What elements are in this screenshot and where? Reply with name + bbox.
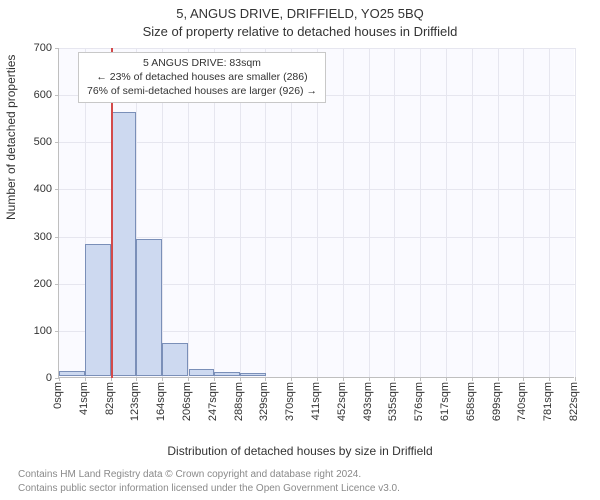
gridline-vertical xyxy=(575,48,576,378)
callout-box: 5 ANGUS DRIVE: 83sqm ← 23% of detached h… xyxy=(78,52,326,103)
xtick-label: 164sqm xyxy=(155,382,167,421)
xtick-label: 206sqm xyxy=(181,382,193,421)
gridline-vertical xyxy=(523,48,524,378)
footer-line-1: Contains HM Land Registry data © Crown c… xyxy=(18,469,361,480)
chart-container: 5, ANGUS DRIVE, DRIFFIELD, YO25 5BQ Size… xyxy=(0,0,600,500)
xtick-mark xyxy=(420,377,421,381)
xtick-label: 535sqm xyxy=(387,382,399,421)
xtick-mark xyxy=(214,377,215,381)
xtick-label: 329sqm xyxy=(258,382,270,421)
xtick-mark xyxy=(549,377,550,381)
histogram-bar xyxy=(162,343,188,376)
gridline-vertical xyxy=(420,48,421,378)
xtick-mark xyxy=(575,377,576,381)
xtick-mark xyxy=(369,377,370,381)
gridline-vertical xyxy=(549,48,550,378)
xtick-label: 41sqm xyxy=(78,382,90,415)
xtick-mark xyxy=(394,377,395,381)
histogram-bar xyxy=(214,372,240,376)
histogram-bar xyxy=(111,112,137,376)
xtick-mark xyxy=(136,377,137,381)
x-axis-label: Distribution of detached houses by size … xyxy=(0,444,600,458)
xtick-label: 822sqm xyxy=(568,382,580,421)
ytick-mark xyxy=(55,142,59,143)
histogram-bar xyxy=(59,371,85,376)
ytick-label: 100 xyxy=(12,325,52,337)
xtick-label: 658sqm xyxy=(465,382,477,421)
ytick-label: 400 xyxy=(12,183,52,195)
ytick-mark xyxy=(55,189,59,190)
ytick-label: 300 xyxy=(12,231,52,243)
page-title: 5, ANGUS DRIVE, DRIFFIELD, YO25 5BQ xyxy=(0,6,600,21)
gridline-vertical xyxy=(343,48,344,378)
xtick-mark xyxy=(265,377,266,381)
xtick-mark xyxy=(85,377,86,381)
ytick-label: 200 xyxy=(12,278,52,290)
histogram-bar xyxy=(189,369,215,376)
xtick-label: 781sqm xyxy=(542,382,554,421)
xtick-mark xyxy=(317,377,318,381)
gridline-vertical xyxy=(446,48,447,378)
ytick-mark xyxy=(55,237,59,238)
xtick-mark xyxy=(472,377,473,381)
ytick-label: 600 xyxy=(12,89,52,101)
callout-line-3: 76% of semi-detached houses are larger (… xyxy=(87,84,317,98)
xtick-mark xyxy=(240,377,241,381)
gridline-vertical xyxy=(472,48,473,378)
xtick-mark xyxy=(291,377,292,381)
gridline-vertical xyxy=(498,48,499,378)
xtick-label: 370sqm xyxy=(284,382,296,421)
xtick-label: 411sqm xyxy=(310,382,322,420)
ytick-mark xyxy=(55,48,59,49)
ytick-mark xyxy=(55,95,59,96)
gridline-vertical xyxy=(369,48,370,378)
xtick-label: 82sqm xyxy=(104,382,116,415)
ytick-label: 0 xyxy=(12,372,52,384)
xtick-label: 452sqm xyxy=(336,382,348,421)
callout-line-2: ← 23% of detached houses are smaller (28… xyxy=(87,70,317,84)
xtick-label: 740sqm xyxy=(516,382,528,421)
xtick-mark xyxy=(59,377,60,381)
xtick-label: 288sqm xyxy=(233,382,245,421)
gridline-vertical xyxy=(394,48,395,378)
xtick-label: 576sqm xyxy=(413,382,425,421)
xtick-mark xyxy=(162,377,163,381)
xtick-mark xyxy=(188,377,189,381)
chart-subtitle: Size of property relative to detached ho… xyxy=(0,24,600,39)
ytick-mark xyxy=(55,284,59,285)
xtick-mark xyxy=(446,377,447,381)
ytick-mark xyxy=(55,331,59,332)
callout-line-1: 5 ANGUS DRIVE: 83sqm xyxy=(87,56,317,70)
footer-line-2: Contains public sector information licen… xyxy=(18,483,400,494)
xtick-label: 247sqm xyxy=(207,382,219,421)
histogram-bar xyxy=(85,244,111,376)
xtick-mark xyxy=(343,377,344,381)
xtick-label: 699sqm xyxy=(491,382,503,421)
xtick-mark xyxy=(498,377,499,381)
xtick-label: 0sqm xyxy=(52,382,64,409)
ytick-label: 500 xyxy=(12,136,52,148)
histogram-bar xyxy=(240,373,266,376)
xtick-label: 617sqm xyxy=(439,382,451,421)
ytick-label: 700 xyxy=(12,42,52,54)
xtick-label: 493sqm xyxy=(362,382,374,421)
xtick-mark xyxy=(523,377,524,381)
xtick-label: 123sqm xyxy=(129,382,141,421)
plot: 5 ANGUS DRIVE: 83sqm ← 23% of detached h… xyxy=(58,48,574,378)
histogram-bar xyxy=(136,239,162,376)
